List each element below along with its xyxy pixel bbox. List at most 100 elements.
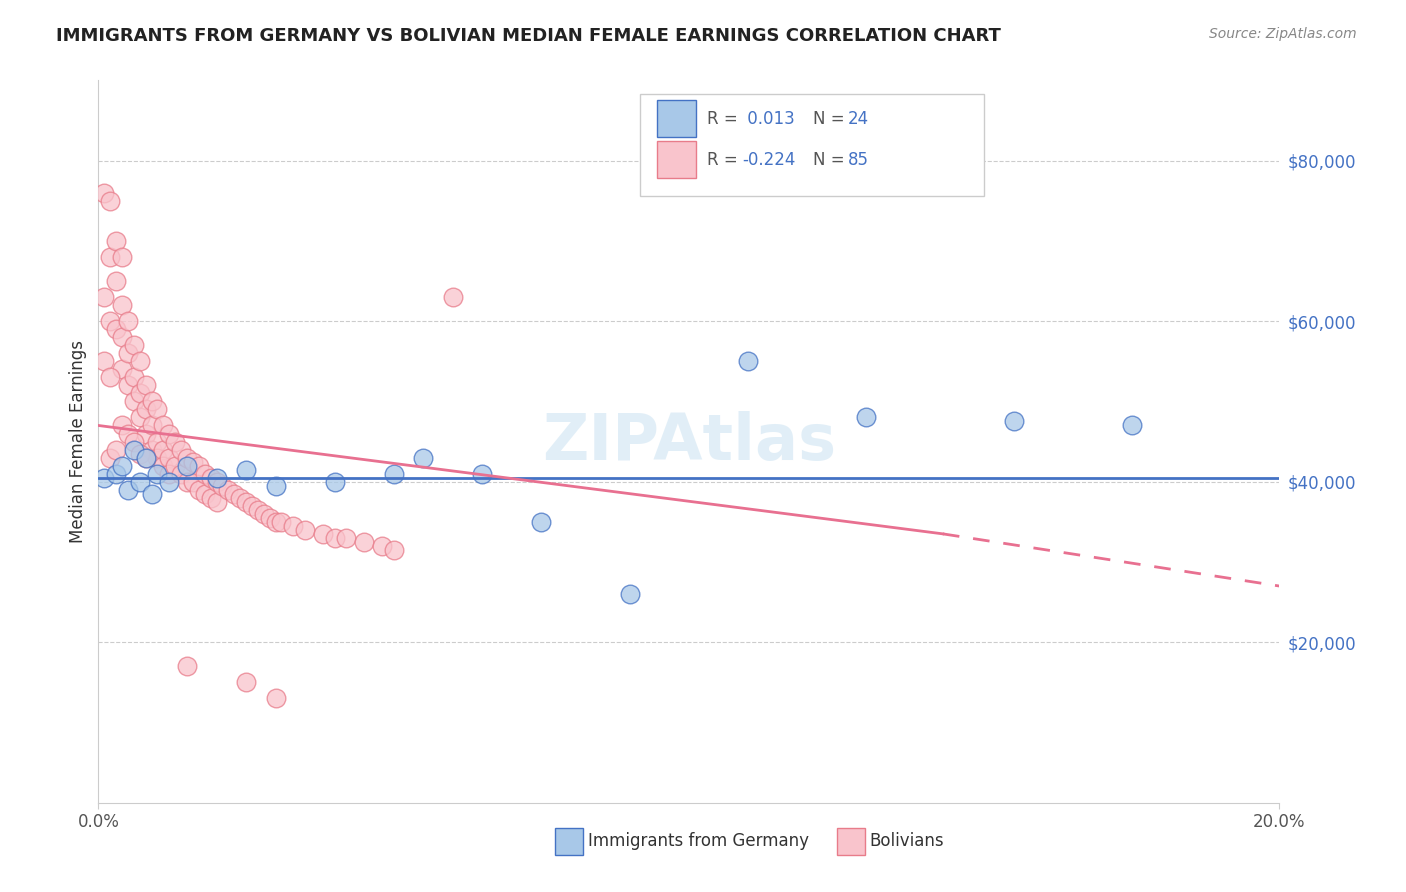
Point bbox=[224, 486, 246, 500]
Point bbox=[176, 475, 198, 489]
Point bbox=[93, 354, 115, 368]
Text: Immigrants from Germany: Immigrants from Germany bbox=[588, 832, 808, 850]
Point bbox=[105, 467, 128, 481]
Text: N =: N = bbox=[813, 151, 849, 169]
Point bbox=[141, 394, 163, 409]
Point bbox=[619, 587, 641, 601]
Point bbox=[111, 250, 134, 264]
Point bbox=[165, 434, 187, 449]
Point bbox=[170, 442, 193, 457]
Point bbox=[471, 467, 494, 481]
Point bbox=[93, 186, 115, 200]
Point bbox=[323, 475, 346, 489]
Point bbox=[229, 491, 252, 505]
Point bbox=[855, 410, 877, 425]
Point bbox=[1002, 414, 1025, 428]
Point bbox=[128, 475, 150, 489]
Text: R =: R = bbox=[707, 110, 744, 128]
Point bbox=[117, 378, 139, 392]
Point bbox=[93, 290, 115, 304]
Point bbox=[176, 450, 198, 465]
Point bbox=[111, 330, 134, 344]
Point bbox=[135, 450, 157, 465]
Point bbox=[117, 346, 139, 360]
Point bbox=[371, 539, 394, 553]
Point bbox=[111, 418, 134, 433]
Point bbox=[264, 515, 287, 529]
Point bbox=[146, 450, 169, 465]
Point bbox=[253, 507, 276, 521]
Point bbox=[98, 194, 121, 208]
Point bbox=[1121, 418, 1143, 433]
Point bbox=[294, 523, 316, 537]
Text: N =: N = bbox=[813, 110, 849, 128]
Point bbox=[211, 478, 233, 492]
Point bbox=[235, 462, 257, 476]
Text: IMMIGRANTS FROM GERMANY VS BOLIVIAN MEDIAN FEMALE EARNINGS CORRELATION CHART: IMMIGRANTS FROM GERMANY VS BOLIVIAN MEDI… bbox=[56, 27, 1001, 45]
Point bbox=[135, 402, 157, 417]
Text: 85: 85 bbox=[848, 151, 869, 169]
Point bbox=[157, 450, 180, 465]
Point bbox=[135, 450, 157, 465]
Point bbox=[176, 659, 198, 673]
Point bbox=[122, 338, 145, 352]
Point bbox=[235, 675, 257, 690]
Point bbox=[128, 386, 150, 401]
Point bbox=[98, 314, 121, 328]
Point bbox=[240, 499, 263, 513]
Point bbox=[146, 402, 169, 417]
Point bbox=[111, 458, 134, 473]
Point bbox=[205, 475, 228, 489]
Point bbox=[270, 515, 292, 529]
Point bbox=[412, 450, 434, 465]
Point bbox=[98, 250, 121, 264]
Point bbox=[264, 691, 287, 706]
Point bbox=[111, 362, 134, 376]
Text: 24: 24 bbox=[848, 110, 869, 128]
Text: Source: ZipAtlas.com: Source: ZipAtlas.com bbox=[1209, 27, 1357, 41]
Point bbox=[205, 494, 228, 508]
Point bbox=[200, 491, 222, 505]
Point bbox=[157, 475, 180, 489]
Text: -0.224: -0.224 bbox=[742, 151, 796, 169]
Point bbox=[157, 426, 180, 441]
Point bbox=[382, 542, 405, 557]
Point bbox=[335, 531, 357, 545]
Point bbox=[135, 378, 157, 392]
Point bbox=[323, 531, 346, 545]
Point bbox=[737, 354, 759, 368]
Point bbox=[200, 470, 222, 484]
Point bbox=[128, 410, 150, 425]
Point bbox=[187, 458, 209, 473]
Point bbox=[128, 354, 150, 368]
Point bbox=[152, 418, 174, 433]
Point bbox=[152, 458, 174, 473]
Point bbox=[122, 434, 145, 449]
Point bbox=[530, 515, 553, 529]
Point bbox=[217, 483, 239, 497]
Point bbox=[194, 486, 217, 500]
Point bbox=[111, 298, 134, 312]
Point bbox=[105, 234, 128, 248]
Point bbox=[98, 370, 121, 384]
Text: ZIPAtlas: ZIPAtlas bbox=[541, 410, 837, 473]
Text: R =: R = bbox=[707, 151, 744, 169]
Point bbox=[117, 426, 139, 441]
Point bbox=[205, 470, 228, 484]
Point bbox=[312, 526, 335, 541]
Point bbox=[246, 502, 269, 516]
Point bbox=[105, 274, 128, 288]
Point bbox=[441, 290, 464, 304]
Point bbox=[122, 394, 145, 409]
Point bbox=[382, 467, 405, 481]
Point bbox=[157, 467, 180, 481]
Point bbox=[122, 370, 145, 384]
Point bbox=[353, 534, 375, 549]
Point bbox=[98, 450, 121, 465]
Point bbox=[152, 442, 174, 457]
Point bbox=[181, 454, 204, 468]
Point bbox=[194, 467, 217, 481]
Point bbox=[235, 494, 257, 508]
Y-axis label: Median Female Earnings: Median Female Earnings bbox=[69, 340, 87, 543]
Point bbox=[259, 510, 281, 524]
